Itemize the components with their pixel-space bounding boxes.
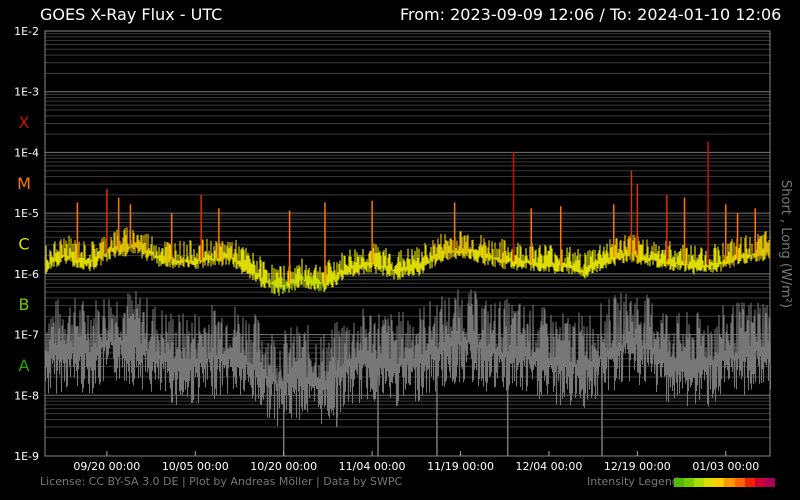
flare-class-b: B — [19, 295, 30, 314]
legend-swatch — [724, 478, 735, 487]
y-tick-label: 1E-5 — [14, 207, 39, 220]
intensity-legend-bar — [674, 478, 775, 487]
date-range: From: 2023-09-09 12:06 / To: 2024-01-10 … — [400, 5, 782, 24]
flare-class-a: A — [19, 356, 30, 375]
license-text: License: CC BY-SA 3.0 DE | Plot by Andre… — [40, 475, 403, 488]
x-tick-label: 11/04 00:00 — [339, 460, 406, 473]
legend-swatch — [734, 478, 745, 487]
x-tick-label: 10/05 00:00 — [162, 460, 229, 473]
legend-swatch — [694, 478, 705, 487]
series-short-line — [44, 289, 771, 427]
y-tick-label: 1E-2 — [14, 25, 39, 38]
y-axis-label: Short , Long (W/m²) — [778, 180, 793, 308]
y-tick-label: 1E-3 — [14, 86, 39, 99]
y-tick-label: 1E-7 — [14, 329, 39, 342]
legend-swatch — [744, 478, 755, 487]
y-tick-label: 1E-9 — [14, 450, 39, 463]
flare-class-x: X — [19, 113, 30, 132]
plot-frame — [44, 30, 771, 457]
legend-swatch — [764, 478, 775, 487]
y-tick-label: 1E-8 — [14, 389, 39, 402]
x-tick-label: 01/03 00:00 — [692, 460, 759, 473]
intensity-legend-label: Intensity Legend — [587, 475, 679, 488]
flare-class-m: M — [17, 174, 31, 193]
chart-title: GOES X-Ray Flux - UTC — [40, 5, 223, 24]
flare-class-c: C — [18, 235, 29, 254]
x-tick-label: 12/19 00:00 — [604, 460, 671, 473]
y-tick-label: 1E-6 — [14, 268, 39, 281]
legend-swatch — [674, 478, 685, 487]
y-tick-label: 1E-4 — [14, 146, 39, 159]
legend-swatch — [684, 478, 695, 487]
x-tick-label: 10/20 00:00 — [250, 460, 317, 473]
x-tick-label: 09/20 00:00 — [73, 460, 140, 473]
x-tick-label: 12/04 00:00 — [515, 460, 582, 473]
legend-swatch — [714, 478, 725, 487]
legend-swatch — [704, 478, 715, 487]
x-tick-label: 11/19 00:00 — [427, 460, 494, 473]
legend-swatch — [754, 478, 765, 487]
